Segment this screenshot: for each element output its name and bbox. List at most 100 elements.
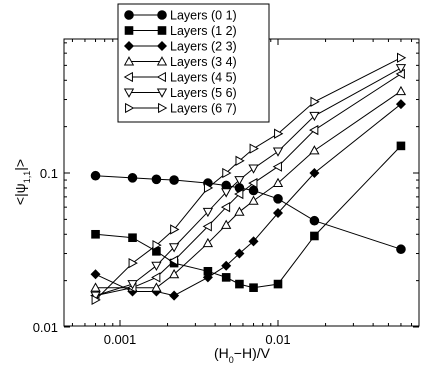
legend-label: Layers (5 6)	[170, 86, 237, 100]
legend-marker	[123, 40, 135, 52]
data-point	[202, 207, 214, 218]
data-point	[235, 279, 244, 289]
data-point	[248, 185, 259, 196]
data-point	[152, 240, 162, 251]
y-axis-label: <|ψ1,1|>	[12, 159, 32, 205]
legend-marker	[123, 71, 133, 83]
legend-box	[117, 3, 270, 123]
data-point	[202, 272, 213, 283]
legend-marker	[156, 56, 168, 66]
data-point	[309, 145, 320, 155]
data-point	[397, 52, 407, 63]
data-point	[90, 282, 101, 292]
data-point	[395, 85, 407, 96]
data-point	[235, 155, 245, 166]
data-point	[128, 257, 138, 269]
data-point	[91, 294, 101, 306]
data-point	[202, 237, 214, 248]
series-2	[90, 99, 406, 301]
y-tick-label: 0.1	[40, 166, 58, 181]
data-point	[274, 128, 284, 139]
x-tick-label: 0.001	[104, 332, 137, 347]
legend-label: Layers (0 1)	[170, 9, 237, 23]
data-point	[272, 207, 284, 218]
legend-marker	[156, 40, 168, 52]
legend-marker	[124, 10, 134, 20]
series-5	[90, 64, 407, 301]
x-axis-label: (H0−H)/V	[214, 345, 271, 365]
data-point	[128, 233, 137, 243]
legend-entry: Layers (3 4)	[123, 55, 237, 69]
series-line	[95, 103, 402, 297]
data-point	[234, 248, 245, 259]
data-point	[91, 229, 100, 239]
data-point	[220, 202, 231, 213]
data-point	[234, 206, 245, 216]
series-4	[90, 68, 405, 301]
data-point	[310, 231, 319, 241]
data-point	[396, 244, 406, 255]
legend-entry: Layers (4 5)	[123, 71, 237, 85]
data-point	[168, 255, 179, 266]
legend-marker	[123, 56, 135, 66]
data-point	[272, 177, 284, 188]
data-point	[168, 243, 180, 253]
legend-marker	[157, 10, 167, 20]
data-point	[151, 261, 162, 272]
data-point	[127, 280, 138, 290]
data-point	[395, 99, 406, 110]
legend-marker	[158, 102, 168, 114]
data-point	[221, 273, 231, 282]
y-tick-label: 0.01	[33, 320, 58, 335]
data-point	[248, 164, 259, 174]
data-point	[309, 167, 320, 179]
data-point	[234, 176, 245, 186]
legend-label: Layers (3 4)	[170, 55, 237, 69]
legend-entry: Layers (5 6)	[123, 86, 237, 100]
legend-entry: Layers (6 7)	[125, 102, 237, 116]
legend-marker	[157, 26, 167, 35]
data-point	[221, 219, 232, 229]
data-point	[151, 282, 162, 292]
data-point	[273, 193, 283, 204]
data-point	[272, 161, 282, 172]
data-point	[203, 182, 214, 194]
data-point	[202, 221, 212, 232]
series-0	[90, 170, 406, 255]
data-point	[249, 283, 258, 292]
legend-label: Layers (6 7)	[170, 102, 237, 116]
data-point	[248, 177, 258, 189]
data-point	[222, 167, 232, 179]
data-point	[309, 215, 320, 226]
legend-marker	[125, 102, 135, 114]
data-point	[309, 124, 319, 136]
data-point	[151, 272, 161, 283]
data-point	[273, 279, 283, 289]
data-point	[309, 111, 320, 122]
data-point	[90, 170, 101, 181]
legend-label: Layers (2 3)	[170, 40, 237, 54]
data-point	[249, 143, 259, 154]
legend-entry: Layers (2 3)	[123, 40, 237, 54]
data-point	[221, 188, 232, 198]
data-point	[169, 290, 180, 301]
data-point	[127, 173, 138, 183]
legend-label: Layers (4 5)	[170, 71, 237, 85]
data-point	[396, 141, 406, 151]
legend-marker	[124, 26, 134, 35]
data-point	[248, 195, 259, 205]
legend-entry: Layers (1 2)	[124, 24, 237, 38]
data-point	[168, 268, 180, 279]
legend-marker	[156, 71, 166, 83]
data-point	[272, 147, 284, 157]
series-1	[91, 141, 406, 292]
data-point	[151, 174, 162, 185]
data-point	[248, 236, 259, 247]
x-tick-label: 0.01	[265, 332, 290, 347]
legend-marker	[123, 88, 135, 98]
data-point	[169, 175, 179, 185]
series-line	[95, 145, 402, 289]
series-6	[91, 52, 407, 306]
data-point	[310, 96, 320, 107]
